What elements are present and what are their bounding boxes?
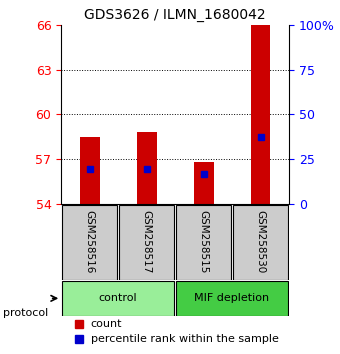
- FancyBboxPatch shape: [176, 205, 231, 280]
- FancyBboxPatch shape: [62, 281, 174, 316]
- Bar: [193, 162, 214, 204]
- FancyBboxPatch shape: [62, 205, 117, 280]
- Bar: [137, 132, 157, 204]
- Text: GSM258516: GSM258516: [85, 210, 95, 274]
- Bar: [80, 137, 100, 204]
- Text: GSM258530: GSM258530: [256, 211, 266, 274]
- Text: MIF depletion: MIF depletion: [194, 293, 270, 303]
- Text: GSM258515: GSM258515: [199, 210, 208, 274]
- Text: count: count: [91, 319, 122, 329]
- Text: control: control: [99, 293, 137, 303]
- Text: percentile rank within the sample: percentile rank within the sample: [91, 334, 279, 344]
- FancyBboxPatch shape: [119, 205, 174, 280]
- Text: protocol: protocol: [3, 308, 49, 318]
- Title: GDS3626 / ILMN_1680042: GDS3626 / ILMN_1680042: [84, 8, 266, 22]
- Bar: [251, 22, 271, 204]
- FancyBboxPatch shape: [233, 205, 288, 280]
- FancyBboxPatch shape: [176, 281, 288, 316]
- Text: GSM258517: GSM258517: [142, 210, 152, 274]
